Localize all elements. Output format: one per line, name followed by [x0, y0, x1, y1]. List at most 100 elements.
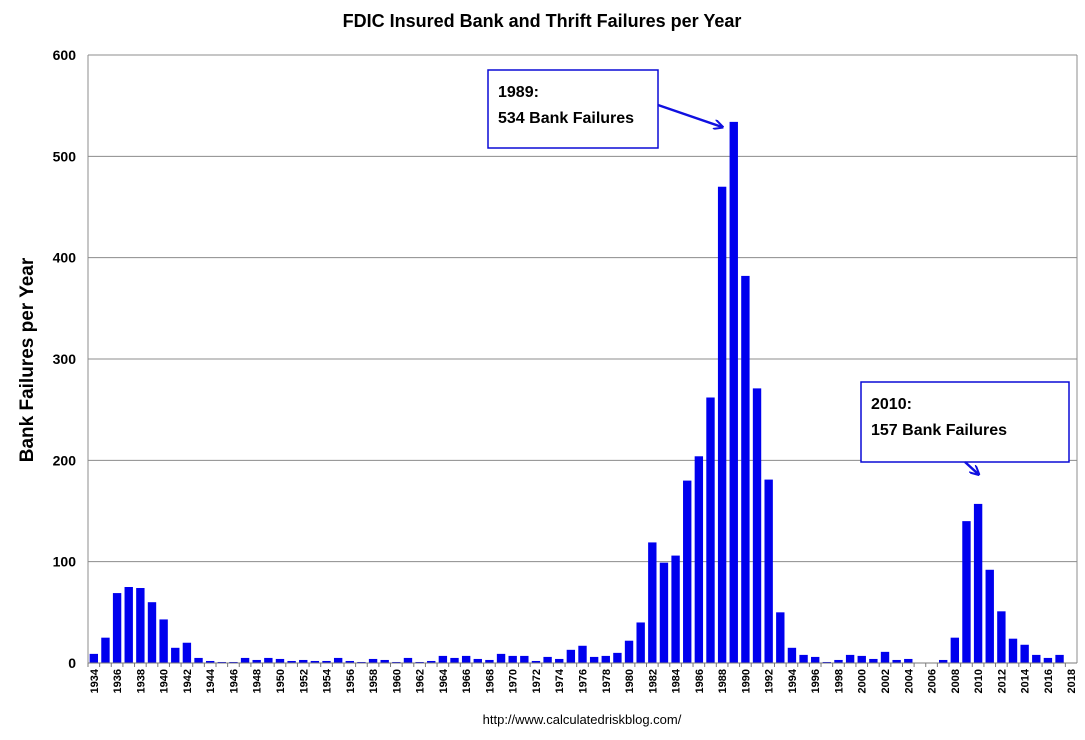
bar-1985 [683, 480, 692, 663]
chart-title: FDIC Insured Bank and Thrift Failures pe… [343, 11, 742, 31]
bar-1952 [299, 659, 308, 663]
bar-1967 [473, 658, 482, 663]
x-tick-label: 1980 [624, 669, 636, 693]
bar-1973 [543, 656, 552, 663]
bar-1942 [182, 642, 192, 663]
x-tick-label: 1954 [322, 668, 334, 693]
gridlines [88, 54, 1077, 563]
bar-2017 [1055, 654, 1064, 663]
axes [87, 55, 1078, 667]
bar-2000 [857, 655, 866, 663]
x-tick-label: 1996 [810, 669, 822, 693]
x-tick-label: 2004 [903, 668, 915, 693]
bar-2009 [962, 521, 971, 663]
x-tick-label: 1992 [764, 669, 776, 693]
bar-1963 [427, 660, 436, 663]
bar-1951 [287, 660, 296, 663]
bar-1964 [438, 655, 448, 663]
callout-2010: 2010: 157 Bank Failures [860, 381, 1070, 474]
bar-1943 [194, 657, 203, 663]
x-tick-label: 1944 [205, 668, 217, 693]
x-tick-label: 1982 [647, 669, 659, 693]
bar-1993 [776, 612, 785, 663]
x-tick-label: 1976 [578, 669, 590, 693]
annotations: 1989: 534 Bank Failures 2010: 157 Bank Fail… [487, 69, 1070, 474]
callout-1989: 1989: 534 Bank Failures [487, 69, 722, 149]
callout-line2: 534 Bank Failures [498, 110, 634, 127]
bar-1944 [205, 660, 215, 663]
bar-1954 [322, 660, 331, 663]
x-tick-label: 1964 [438, 668, 450, 693]
y-tick-label: 0 [68, 655, 76, 671]
bar-1976 [578, 645, 587, 663]
x-tick-label: 1988 [717, 669, 729, 693]
bar-1986 [694, 456, 704, 663]
bar-1941 [171, 647, 180, 663]
x-tick-labels: 1934 1936 1938 1940 1942 1944 1946 1948 1950 1952… [89, 668, 1078, 693]
bar-1984 [671, 555, 680, 663]
x-tick-label: 1962 [415, 669, 427, 693]
y-tick-label: 500 [53, 148, 77, 164]
x-tick-label: 1994 [787, 668, 799, 693]
bar-1998 [834, 659, 843, 663]
bar-2013 [1008, 638, 1018, 663]
x-tick-label: 1934 [89, 668, 101, 693]
bar-1938 [136, 588, 145, 663]
bar-1981 [636, 622, 645, 663]
bar-1994 [787, 647, 797, 663]
bar-1979 [613, 652, 622, 663]
bar-1958 [368, 658, 378, 663]
x-tick-label: 2002 [880, 669, 892, 693]
x-tick-label: 2012 [996, 669, 1008, 693]
bar-2001 [869, 658, 878, 663]
x-tick-label: 2014 [1020, 668, 1032, 693]
x-tick-label: 2018 [1066, 669, 1078, 693]
bar-1955 [333, 657, 343, 663]
x-tick-label: 1984 [671, 668, 683, 693]
bar-1990 [741, 275, 750, 663]
x-tick-label: 1948 [252, 669, 264, 693]
bar-1950 [275, 658, 285, 663]
bar-1935 [101, 637, 110, 663]
bar-1961 [403, 657, 413, 663]
x-tick-label: 1986 [694, 669, 706, 693]
bar-1988 [717, 186, 727, 663]
x-tick-label: 1950 [275, 669, 287, 693]
bar-1982 [648, 542, 657, 663]
x-tick-label: 2008 [950, 669, 962, 693]
bar-1956 [345, 660, 354, 663]
x-tick-label: 2006 [927, 669, 939, 693]
y-tick-label: 300 [53, 351, 77, 367]
bar-1957 [357, 661, 366, 663]
callout-box [487, 69, 659, 149]
bar-1947 [240, 657, 250, 663]
x-tick-label: 1946 [228, 669, 240, 693]
bar-1969 [496, 653, 506, 663]
source-url: http://www.calculatedriskblog.com/ [483, 712, 682, 727]
bar-1995 [799, 654, 808, 663]
bar-1971 [520, 655, 529, 663]
bar-1977 [589, 656, 599, 663]
bar-2012 [997, 611, 1006, 663]
x-tick-label: 1938 [135, 669, 147, 693]
bar-1936 [112, 593, 122, 663]
x-tick-label: 1936 [112, 669, 124, 693]
bar-1997 [822, 661, 832, 663]
x-tick-label: 1958 [368, 669, 380, 693]
bars [89, 121, 1064, 663]
x-tick-label: 1974 [554, 668, 566, 693]
bar-1970 [508, 655, 517, 663]
x-tick-label: 1978 [601, 669, 613, 693]
x-tick-label: 1970 [508, 669, 520, 693]
x-tick-label: 1968 [484, 669, 496, 693]
x-tick-label: 2016 [1043, 669, 1055, 693]
y-tick-label: 200 [53, 452, 77, 468]
bar-1991 [752, 388, 762, 663]
x-tick-label: 1998 [833, 669, 845, 693]
bar-1966 [461, 655, 471, 663]
bar-1948 [252, 659, 261, 663]
bar-1983 [659, 562, 669, 663]
callout-line2: 157 Bank Failures [871, 422, 1007, 439]
